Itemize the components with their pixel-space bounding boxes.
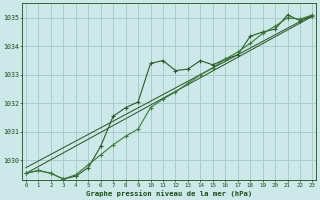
- X-axis label: Graphe pression niveau de la mer (hPa): Graphe pression niveau de la mer (hPa): [86, 190, 252, 197]
